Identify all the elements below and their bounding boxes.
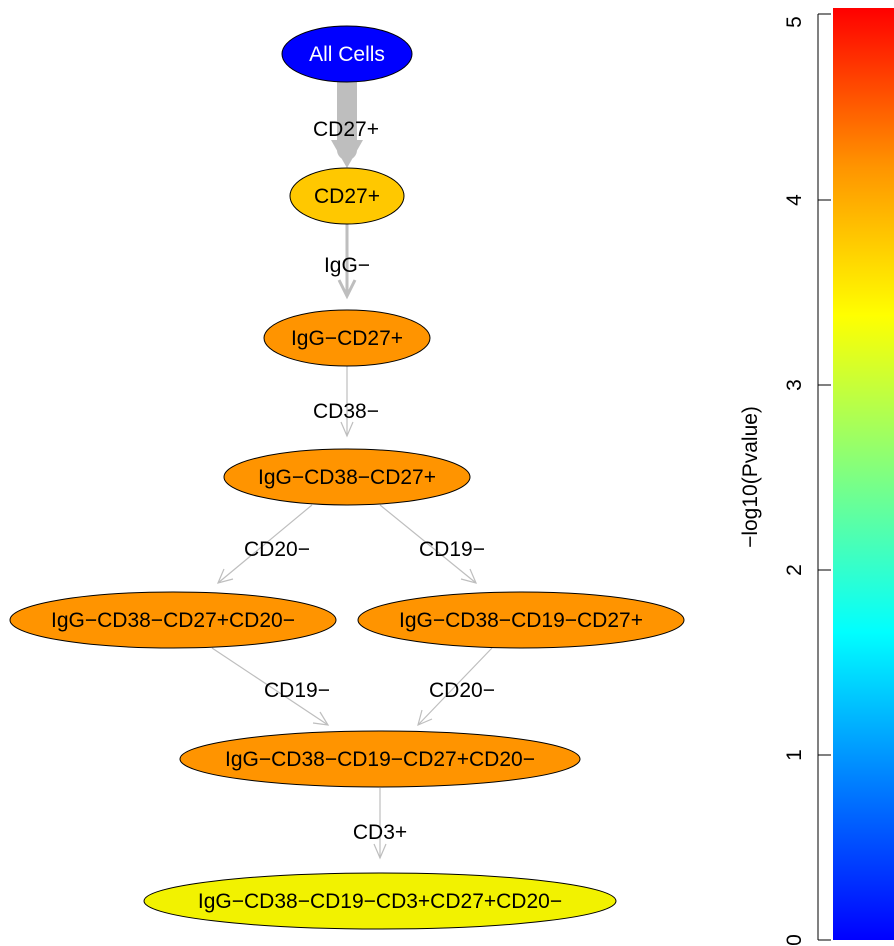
node-shape (179, 730, 581, 788)
edge-n3-n5 (379, 504, 477, 584)
node-igg-cd27: IgG−CD27+ (263, 309, 431, 367)
colorbar-tick-0: 0 (783, 934, 806, 946)
colorbar-axis (817, 13, 831, 941)
edge-arrow-n3-n4 (216, 568, 234, 584)
edge-arrow-n2-n3 (340, 421, 354, 438)
edge-label-n2-n3: CD38− (313, 400, 379, 423)
colorbar: 0 1 2 3 4 5 −log10(Pvalue) (739, 8, 894, 946)
edge-arrow-n1-n2 (337, 279, 357, 300)
node-shape (289, 167, 405, 225)
edge-label-n3-n5: CD19− (419, 538, 485, 561)
colorbar-gradient (833, 8, 894, 940)
edge-label-n4-n6: CD19− (264, 679, 330, 702)
edge-arrow-n4-n6 (312, 711, 330, 726)
node-shape (357, 591, 685, 649)
colorbar-tick-3: 3 (783, 379, 806, 391)
edge-n4-n6 (211, 647, 329, 726)
colorbar-tick-5: 5 (783, 16, 806, 28)
node-label: All Cells (309, 43, 385, 66)
edge-label-n1-n2: IgG− (324, 254, 370, 277)
node-shape (281, 25, 413, 83)
node-shape (263, 309, 431, 367)
colorbar-tick-1: 1 (783, 749, 806, 761)
colorbar-tick-4: 4 (783, 194, 806, 206)
colorbar-title: −log10(Pvalue) (739, 406, 762, 548)
colorbar-tick-2: 2 (783, 564, 806, 576)
node-label: IgG−CD38−CD19−CD3+CD27+CD20− (198, 890, 562, 913)
node-label: IgG−CD27+ (291, 327, 403, 350)
node-igg-cd38-cd19-cd3-cd27-cd20: IgG−CD38−CD19−CD3+CD27+CD20− (143, 872, 617, 930)
nodes: All Cells CD27+ IgG−CD27+ IgG−CD38−CD27+… (9, 25, 685, 930)
node-label: IgG−CD38−CD27+CD20− (51, 609, 295, 632)
node-igg-cd38-cd19-cd27: IgG−CD38−CD19−CD27+ (357, 591, 685, 649)
node-label: IgG−CD38−CD19−CD27+ (399, 609, 643, 632)
node-label: IgG−CD38−CD19−CD27+CD20− (225, 748, 535, 771)
node-igg-cd38-cd27-cd20: IgG−CD38−CD27+CD20− (9, 591, 337, 649)
node-shape (9, 591, 337, 649)
edges (211, 70, 493, 860)
node-label: CD27+ (314, 185, 380, 208)
edge-arrow-n3-n5 (460, 568, 478, 584)
edge-labels: CD27+ IgG− CD38− CD20− CD19− CD19− CD20−… (244, 118, 495, 844)
node-all-cells: All Cells (281, 25, 413, 83)
edge-label-n5-n6: CD20− (429, 679, 495, 702)
node-shape (143, 872, 617, 930)
edge-arrow-n6-n7 (373, 843, 387, 860)
edge-arrow-n5-n6 (417, 709, 433, 727)
edge-label-n0-n1: CD27+ (313, 118, 379, 141)
node-shape (223, 448, 471, 506)
edge-label-n6-n7: CD3+ (353, 821, 407, 844)
edge-n3-n4 (217, 504, 313, 584)
edge-n5-n6 (417, 647, 493, 726)
node-cd27: CD27+ (289, 167, 405, 225)
edge-label-n3-n4: CD20− (244, 538, 310, 561)
edge-arrow-n0-n1 (331, 140, 363, 168)
node-igg-cd38-cd19-cd27-cd20: IgG−CD38−CD19−CD27+CD20− (179, 730, 581, 788)
node-igg-cd38-cd27: IgG−CD38−CD27+ (223, 448, 471, 506)
node-label: IgG−CD38−CD27+ (258, 466, 436, 489)
